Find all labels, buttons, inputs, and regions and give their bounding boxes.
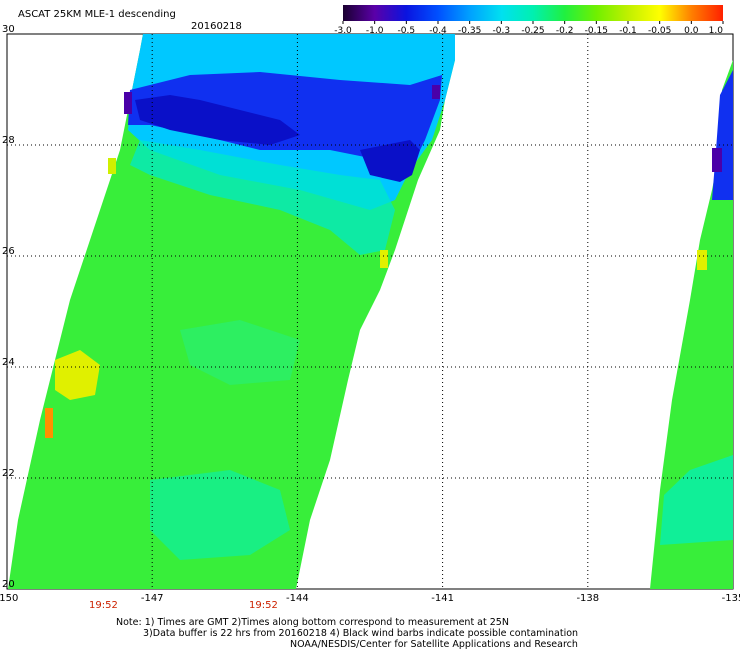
colorbar-label: -0.5 — [398, 26, 416, 36]
y-tick-label: 28 — [2, 135, 15, 146]
colorbar-ramp — [343, 5, 723, 21]
colorbar-labels: -3.0 -1.0 -0.5 -0.4 -0.35 -0.3 -0.25 -0.2 -0.15 -… — [334, 21, 724, 36]
orange-spot — [45, 408, 53, 438]
colorbar-label: -0.2 — [556, 26, 574, 36]
colorbar-label: -1.0 — [366, 26, 384, 36]
y-tick-label: 26 — [2, 246, 15, 257]
colorbar-label: -3.0 — [334, 26, 352, 36]
colorbar-label: -0.05 — [648, 26, 671, 36]
yellow-spot — [380, 250, 388, 268]
x-axis-labels: -150 -147 -144 -141 -138 -135 — [0, 593, 740, 604]
x-tick-label: -138 — [576, 593, 599, 604]
x-tick-label: -144 — [286, 593, 309, 604]
chart-title: ASCAT 25KM MLE-1 descending — [18, 9, 176, 20]
note-line-1: Note: 1) Times are GMT 2)Times along bot… — [116, 617, 509, 628]
yellow-spot — [108, 158, 116, 174]
x-tick-label: -141 — [431, 593, 454, 604]
colorbar-label: -0.4 — [429, 26, 447, 36]
y-tick-label: 20 — [2, 579, 15, 590]
left-swath-cyan-mid — [180, 320, 300, 385]
colorbar-label: -0.25 — [521, 26, 544, 36]
left-swath-blue-band — [128, 72, 442, 160]
graticule — [7, 34, 733, 589]
left-swath-cyan-lower — [150, 470, 290, 560]
y-tick-label: 30 — [2, 24, 15, 35]
colorbar-label: -0.15 — [585, 26, 608, 36]
right-swath-base — [650, 60, 733, 589]
colorbar-label: -0.1 — [619, 26, 637, 36]
data-swaths — [8, 34, 733, 589]
colorbar-label: -0.3 — [493, 26, 511, 36]
left-swath-cyan-strip — [130, 140, 395, 255]
colorbar-label: 0.0 — [684, 26, 699, 36]
x-tick-label: -150 — [0, 593, 18, 604]
yellow-spot — [55, 350, 100, 400]
date-label: 20160218 — [191, 21, 242, 32]
x-tick-label: -147 — [141, 593, 164, 604]
y-axis-labels: 30 28 26 24 22 20 — [2, 24, 15, 590]
left-swath-deep-blue — [135, 95, 300, 145]
left-swath-deep-blue-2 — [360, 140, 420, 182]
colorbar-label: -0.35 — [458, 26, 481, 36]
right-swath-cyan — [660, 455, 733, 545]
note-line-2: 3)Data buffer is 22 hrs from 20160218 4)… — [143, 628, 579, 639]
yellow-spot — [697, 250, 707, 270]
y-tick-label: 24 — [2, 357, 15, 368]
purple-pixel — [432, 85, 440, 99]
note-line-3: NOAA/NESDIS/Center for Satellite Applica… — [290, 639, 578, 650]
y-tick-label: 22 — [2, 468, 15, 479]
x-tick-label: -135 — [722, 593, 740, 604]
purple-pixel — [712, 148, 722, 172]
colorbar — [343, 5, 723, 21]
purple-pixel — [124, 92, 132, 114]
colorbar-label: 1.0 — [709, 26, 724, 36]
time-label: 19:52 — [249, 600, 278, 611]
time-label: 19:52 — [89, 600, 118, 611]
